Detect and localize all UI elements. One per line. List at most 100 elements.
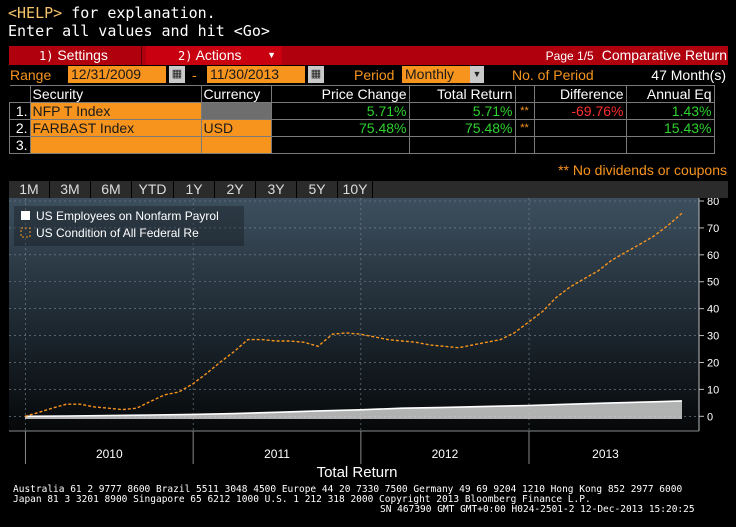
annual-eq-cell: [625, 136, 715, 154]
chevron-down-icon[interactable]: ▼: [470, 66, 484, 83]
table-row[interactable]: 2. FARBAST Index USD 75.48% 75.48% ** 15…: [9, 119, 715, 137]
period-label: Period: [354, 67, 395, 83]
tab-ytd[interactable]: YTD: [138, 181, 167, 197]
y-tick-label: 20: [707, 357, 719, 369]
column-header: [514, 85, 535, 103]
column-header: Difference: [533, 85, 627, 103]
tab-3m[interactable]: 3M: [60, 181, 80, 197]
num-period-value: 47 Month(s): [651, 67, 726, 83]
table-row[interactable]: 3.: [9, 136, 715, 154]
row-index: 3.: [9, 136, 31, 154]
footer-session-info: SN 467390 GMT GMT+0:00 H024-2501-2 12-De…: [380, 504, 695, 515]
currency-input[interactable]: [200, 102, 272, 120]
tab-divider: [296, 181, 297, 198]
annual-eq-cell: 1.43%: [625, 102, 715, 120]
start-date-input[interactable]: 12/31/2009: [68, 66, 166, 83]
settings-number: 1): [39, 49, 54, 63]
tab-divider: [49, 181, 50, 198]
tab-1m[interactable]: 1M: [19, 181, 39, 197]
x-tick-label: 2013: [592, 447, 619, 461]
security-input[interactable]: FARBAST Index: [29, 119, 202, 137]
page-info: Page 1/5 Comparative Return: [546, 46, 727, 65]
tab-10y[interactable]: 10Y: [342, 181, 368, 197]
column-header: Total Return: [408, 85, 516, 103]
flag-cell: **: [514, 102, 535, 120]
x-tick-label: 2011: [264, 447, 290, 461]
comparative-return-chart: 0 10 20 30 40 50 60 70 80 2010 2011 2012 2013 US Em…: [9, 198, 719, 480]
price-change-cell: [270, 136, 410, 154]
page-title: Comparative Return: [601, 47, 727, 63]
series-line-nonfarm: [24, 400, 683, 418]
calendar-icon[interactable]: ▦: [169, 66, 185, 83]
tab-1y[interactable]: 1Y: [185, 181, 203, 197]
tab-divider: [372, 181, 373, 198]
row-index: 1.: [9, 102, 31, 120]
settings-button[interactable]: 1) Settings: [9, 46, 142, 65]
table-header-row: Security Currency Price Change Total Ret…: [9, 85, 715, 103]
y-tick-label: 10: [707, 384, 719, 396]
table-row[interactable]: 1. NFP T Index 5.71% 5.71% ** -69.76% 1.…: [9, 102, 715, 120]
tab-3y[interactable]: 3Y: [267, 181, 285, 197]
security-input[interactable]: [29, 136, 202, 154]
y-tick-label: 80: [707, 198, 719, 208]
grid: [9, 198, 699, 431]
difference-cell: -69.76%: [533, 102, 627, 120]
page-indicator: Page 1/5: [545, 49, 594, 63]
tab-divider: [131, 181, 132, 198]
annual-eq-cell: 15.43%: [625, 119, 715, 137]
calendar-icon[interactable]: ▦: [308, 66, 324, 83]
tab-2y[interactable]: 2Y: [226, 181, 244, 197]
total-return-cell: 5.71%: [408, 102, 516, 120]
tab-divider: [255, 181, 256, 198]
column-header: Currency: [200, 85, 272, 103]
actions-button[interactable]: 2) Actions ▼: [146, 46, 282, 65]
footer-contacts-line-2: Japan 81 3 3201 8900 Singapore 65 6212 1…: [13, 494, 591, 505]
flag-cell: **: [514, 119, 535, 137]
y-tick-label: 70: [707, 223, 719, 235]
x-tick-label: 2010: [96, 447, 123, 461]
tab-6m[interactable]: 6M: [101, 181, 121, 197]
flag-cell: [514, 136, 535, 154]
enter-instruction: Enter all values and hit <Go>: [8, 22, 270, 40]
footer-contacts-line-1: Australia 61 2 9777 8600 Brazil 5511 304…: [13, 484, 682, 495]
difference-cell: [533, 136, 627, 154]
total-return-cell: [408, 136, 516, 154]
range-dash: -: [192, 67, 197, 83]
help-line: <HELP> for explanation.: [8, 4, 216, 22]
range-label: Range: [10, 67, 52, 83]
tab-5y[interactable]: 5Y: [308, 181, 326, 197]
row-index: 2.: [9, 119, 31, 137]
x-axis-title: Total Return: [317, 464, 398, 480]
currency-input[interactable]: USD: [200, 119, 272, 137]
chevron-down-icon: ▼: [267, 50, 276, 60]
x-tick-label: 2012: [432, 447, 459, 461]
securities-table: Security Currency Price Change Total Ret…: [9, 85, 715, 154]
legend-label-nonfarm: US Employees on Nonfarm Payrol: [36, 209, 219, 223]
period-tabs: [9, 181, 728, 198]
dividends-note: ** No dividends or coupons: [558, 162, 727, 178]
price-change-cell: 5.71%: [270, 102, 410, 120]
actions-label: Actions: [195, 47, 242, 63]
y-tick-label: 0: [707, 411, 713, 423]
series-lines: [24, 212, 683, 419]
end-date-input[interactable]: 11/30/2013: [207, 66, 305, 83]
legend-swatch-nonfarm: [21, 211, 30, 220]
y-tick-label: 50: [707, 277, 719, 289]
column-header: Annual Eq: [625, 85, 715, 103]
index-header: [9, 85, 31, 103]
plot-background: [9, 198, 699, 431]
tab-divider: [214, 181, 215, 198]
period-select[interactable]: Monthly: [402, 66, 471, 83]
column-header: Price Change: [270, 85, 410, 103]
legend-label-federal: US Condition of All Federal Re: [36, 226, 199, 240]
tab-divider: [173, 181, 174, 198]
legend: US Employees on Nonfarm Payrol US Condit…: [14, 206, 244, 246]
difference-cell: [533, 119, 627, 137]
help-key[interactable]: <HELP>: [8, 4, 63, 22]
settings-label: Settings: [57, 47, 108, 63]
y-tick-label: 40: [707, 304, 719, 316]
help-text: for explanation.: [62, 4, 216, 22]
currency-input[interactable]: [200, 136, 272, 154]
num-period-label: No. of Period: [512, 67, 594, 83]
security-input[interactable]: NFP T Index: [29, 102, 202, 120]
